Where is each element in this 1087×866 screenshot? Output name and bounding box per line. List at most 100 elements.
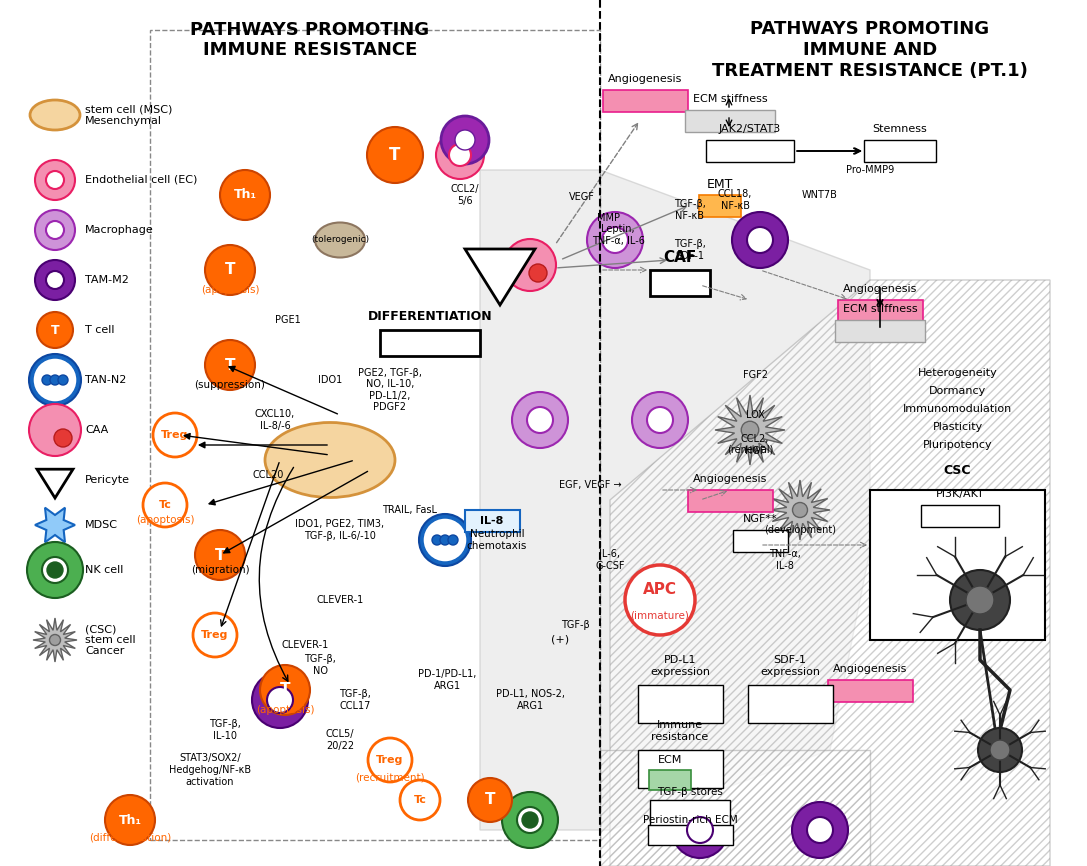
Text: (CSC): (CSC) [85, 624, 116, 634]
Text: Plasticity: Plasticity [933, 422, 983, 432]
Text: EMT: EMT [707, 178, 734, 191]
Circle shape [47, 562, 63, 578]
Bar [650, 800, 730, 840]
Circle shape [950, 570, 1010, 630]
Text: Pro-MMP9: Pro-MMP9 [846, 165, 895, 175]
Bar [705, 140, 794, 162]
Text: ECM stiffness: ECM stiffness [842, 304, 917, 314]
Text: Angiogenesis: Angiogenesis [692, 474, 767, 484]
Text: IDO1: IDO1 [317, 375, 342, 385]
Text: (immature): (immature) [630, 610, 689, 620]
Text: T cell: T cell [85, 325, 114, 335]
Bar [637, 685, 723, 723]
Text: PATHWAYS PROMOTING
IMMUNE AND
TREATMENT RESISTANCE (PT.1): PATHWAYS PROMOTING IMMUNE AND TREATMENT … [712, 20, 1028, 80]
Text: CCL18,
NF-κB: CCL18, NF-κB [717, 189, 752, 210]
Circle shape [33, 358, 77, 402]
Text: T: T [225, 262, 235, 277]
Circle shape [54, 429, 72, 447]
Text: PD-1/PD-L1,
ARG1: PD-1/PD-L1, ARG1 [417, 669, 476, 691]
Text: (+): (+) [551, 635, 570, 645]
Circle shape [747, 227, 773, 253]
Circle shape [522, 812, 538, 828]
Text: (migration): (migration) [190, 565, 249, 575]
Bar [733, 530, 787, 552]
Bar [380, 330, 480, 356]
Circle shape [205, 245, 255, 295]
Text: PD-L1, NOS-2,
ARG1: PD-L1, NOS-2, ARG1 [496, 689, 564, 711]
Circle shape [517, 807, 544, 833]
Circle shape [105, 795, 155, 845]
Polygon shape [33, 618, 77, 662]
Text: Endothelial cell (EC): Endothelial cell (EC) [85, 175, 198, 185]
Circle shape [527, 407, 553, 433]
Text: Th₁: Th₁ [118, 813, 141, 826]
Circle shape [50, 635, 61, 645]
Text: JAK2/STAT3: JAK2/STAT3 [719, 124, 782, 134]
Circle shape [58, 375, 68, 385]
Circle shape [455, 130, 475, 150]
Circle shape [966, 586, 994, 614]
Circle shape [252, 672, 308, 728]
Text: IDO1, PGE2, TIM3,
TGF-β, IL-6/-10: IDO1, PGE2, TIM3, TGF-β, IL-6/-10 [296, 520, 385, 540]
Circle shape [29, 354, 82, 406]
Text: Treg: Treg [161, 430, 189, 440]
Circle shape [367, 127, 423, 183]
Text: (development): (development) [764, 525, 836, 535]
Circle shape [792, 502, 808, 518]
Ellipse shape [315, 223, 365, 257]
Text: IL-8: IL-8 [480, 516, 503, 526]
Circle shape [423, 518, 467, 562]
Text: MMP: MMP [597, 213, 620, 223]
Circle shape [792, 802, 848, 858]
Circle shape [46, 221, 64, 239]
Text: (apoptosis): (apoptosis) [136, 515, 195, 525]
Text: (renewal): (renewal) [727, 445, 773, 455]
Bar [699, 195, 741, 217]
Circle shape [35, 210, 75, 250]
Text: Leptin,
TNF-α, IL-6: Leptin, TNF-α, IL-6 [591, 224, 645, 246]
Text: STAT3/SOX2/
Hedgehog/NF-κB
activation: STAT3/SOX2/ Hedgehog/NF-κB activation [168, 753, 251, 786]
Circle shape [368, 738, 412, 782]
Circle shape [448, 535, 458, 545]
Circle shape [449, 144, 471, 166]
Text: TRAIL, FasL: TRAIL, FasL [383, 505, 437, 515]
Bar [827, 680, 912, 702]
Text: T: T [215, 547, 225, 563]
Text: Treg: Treg [201, 630, 228, 640]
Circle shape [35, 160, 75, 200]
Circle shape [672, 802, 728, 858]
Circle shape [260, 665, 310, 715]
Ellipse shape [265, 423, 395, 497]
Text: Tc: Tc [413, 795, 426, 805]
Text: (apoptosis): (apoptosis) [255, 705, 314, 715]
Polygon shape [35, 507, 75, 542]
Bar [649, 770, 691, 790]
Text: T: T [51, 324, 60, 337]
Text: TGF-β,
NO: TGF-β, NO [304, 654, 336, 675]
Text: DIFFERENTIATION: DIFFERENTIATION [367, 311, 492, 324]
Text: CCL2,
HGF: CCL2, HGF [741, 434, 770, 456]
Bar [465, 510, 520, 532]
Text: TGF-β,
IL-10: TGF-β, IL-10 [209, 719, 241, 740]
Text: (suppression): (suppression) [195, 380, 265, 390]
Text: Th₁: Th₁ [234, 189, 257, 202]
Text: TGF-β,
NF-κB: TGF-β, NF-κB [674, 199, 705, 221]
Text: CLEVER-1: CLEVER-1 [316, 595, 364, 605]
Bar [150, 30, 600, 840]
Text: Angiogenesis: Angiogenesis [833, 664, 908, 674]
Text: LOX: LOX [746, 410, 764, 420]
Bar [687, 490, 773, 512]
Text: NGF**: NGF** [742, 514, 777, 524]
Circle shape [418, 514, 471, 566]
Text: Immune
resistance: Immune resistance [651, 721, 709, 742]
Circle shape [42, 375, 52, 385]
Circle shape [153, 413, 197, 457]
Text: ECM stiffness: ECM stiffness [692, 94, 767, 104]
Circle shape [29, 404, 82, 456]
Circle shape [440, 535, 450, 545]
Text: TAN-N2: TAN-N2 [85, 375, 126, 385]
Text: Pluripotency: Pluripotency [923, 440, 992, 450]
Text: TGF-β: TGF-β [561, 620, 589, 630]
Text: MDSC: MDSC [85, 520, 118, 530]
Circle shape [741, 421, 759, 439]
